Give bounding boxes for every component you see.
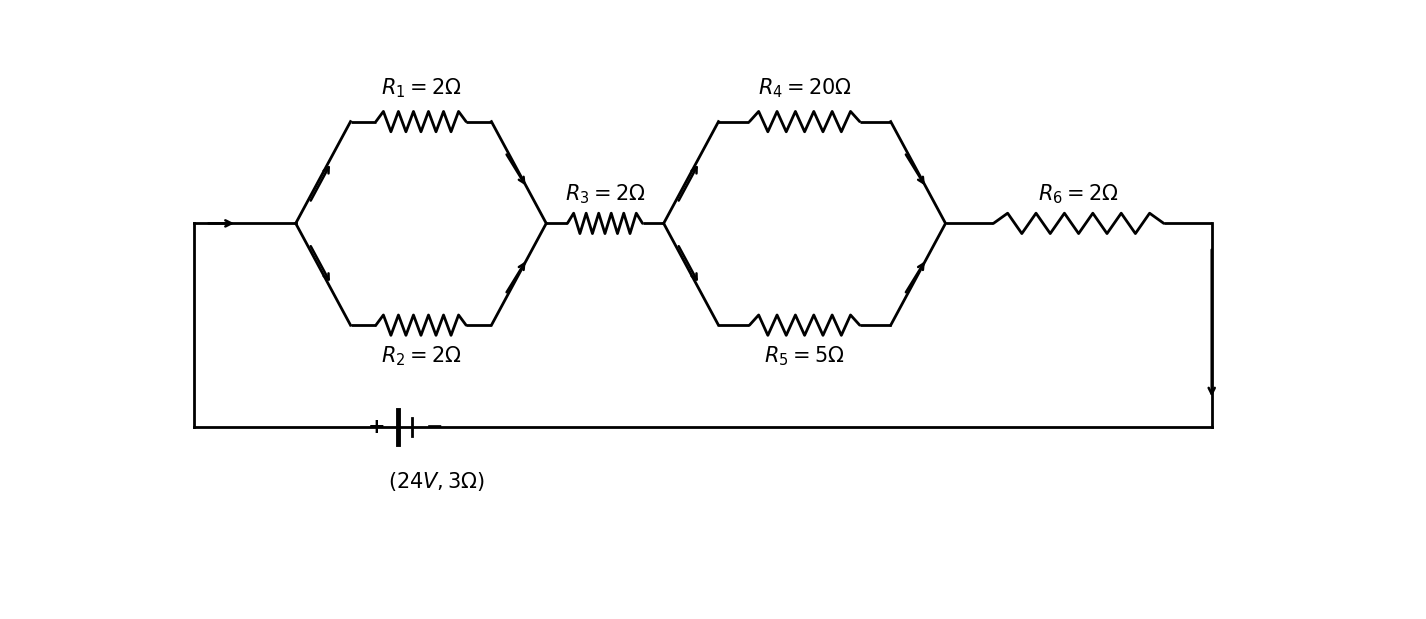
Text: $R_4 = 20\Omega$: $R_4 = 20\Omega$ <box>757 76 851 100</box>
Text: $R_3 = 2\Omega$: $R_3 = 2\Omega$ <box>565 183 645 206</box>
Text: +: + <box>368 417 385 437</box>
Text: −: − <box>425 417 443 437</box>
Text: $R_2 = 2\Omega$: $R_2 = 2\Omega$ <box>381 345 461 368</box>
Text: $(24V, 3\Omega)$: $(24V, 3\Omega)$ <box>388 470 485 493</box>
Text: $R_1 = 2\Omega$: $R_1 = 2\Omega$ <box>381 76 461 100</box>
Text: $R_6 = 2\Omega$: $R_6 = 2\Omega$ <box>1038 183 1119 206</box>
Text: $R_5 = 5\Omega$: $R_5 = 5\Omega$ <box>764 345 844 368</box>
